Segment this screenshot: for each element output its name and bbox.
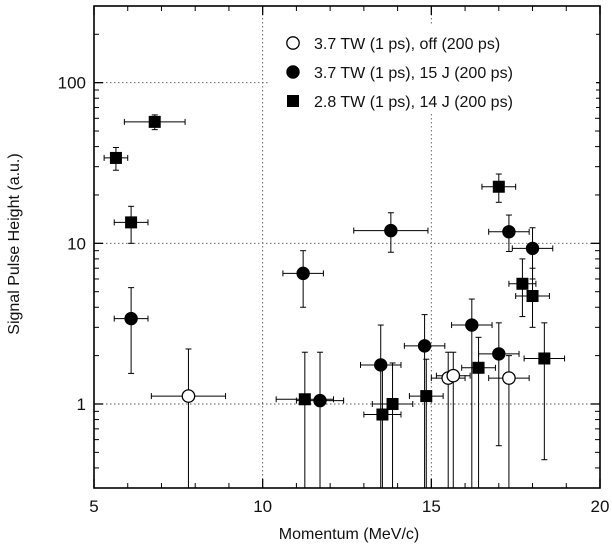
data-point (376, 408, 389, 421)
data-point (374, 358, 388, 372)
x-tick-label: 5 (89, 497, 98, 516)
data-point (465, 318, 479, 332)
data-point (446, 368, 461, 383)
data-point (538, 352, 551, 365)
legend-marker (286, 36, 300, 50)
data-point (148, 115, 161, 128)
data-point (298, 393, 311, 406)
data-point (296, 266, 310, 281)
legend-label: 3.7 TW (1 ps), 15 J (200 ps) (314, 65, 513, 82)
plot-frame (93, 5, 601, 489)
y-tick-label: 100 (58, 74, 86, 93)
data-point (492, 347, 506, 361)
data-point (125, 216, 138, 229)
data-point (109, 151, 122, 164)
data-point (526, 290, 539, 303)
x-tick-label: 10 (253, 497, 272, 516)
data-point (502, 371, 516, 385)
tick-labels: 5 10 15 20 1 10 100 (58, 74, 610, 516)
data-markers (109, 115, 551, 421)
data-point (386, 397, 399, 410)
legend-label: 3.7 TW (1 ps), off (200 ps) (314, 36, 500, 53)
legend: 3.7 TW (1 ps), off (200 ps) 3.7 TW (1 ps)… (268, 24, 596, 112)
legend-marker (287, 95, 299, 107)
data-point (384, 223, 398, 238)
data-point (417, 339, 432, 353)
data-point (181, 389, 196, 403)
data-point (124, 311, 138, 326)
axis-ticks (93, 6, 601, 489)
data-point (502, 225, 516, 239)
data-point (420, 390, 433, 403)
legend-label: 2.8 TW (1 ps), 14 J (200 ps) (314, 94, 513, 111)
x-tick-label: 15 (422, 497, 441, 516)
x-axis-label: Momentum (MeV/c) (279, 526, 419, 543)
y-tick-label: 1 (77, 395, 86, 414)
y-tick-label: 10 (67, 234, 86, 253)
legend-background (268, 24, 596, 112)
data-point (313, 393, 327, 408)
legend-marker (286, 65, 300, 79)
data-point (525, 241, 540, 256)
data-point (516, 277, 529, 290)
y-axis-label: Signal Pulse Height (a.u.) (6, 153, 23, 334)
data-point (492, 180, 505, 193)
error-bars (103, 114, 566, 488)
data-point (472, 361, 485, 374)
x-tick-label: 20 (591, 497, 610, 516)
